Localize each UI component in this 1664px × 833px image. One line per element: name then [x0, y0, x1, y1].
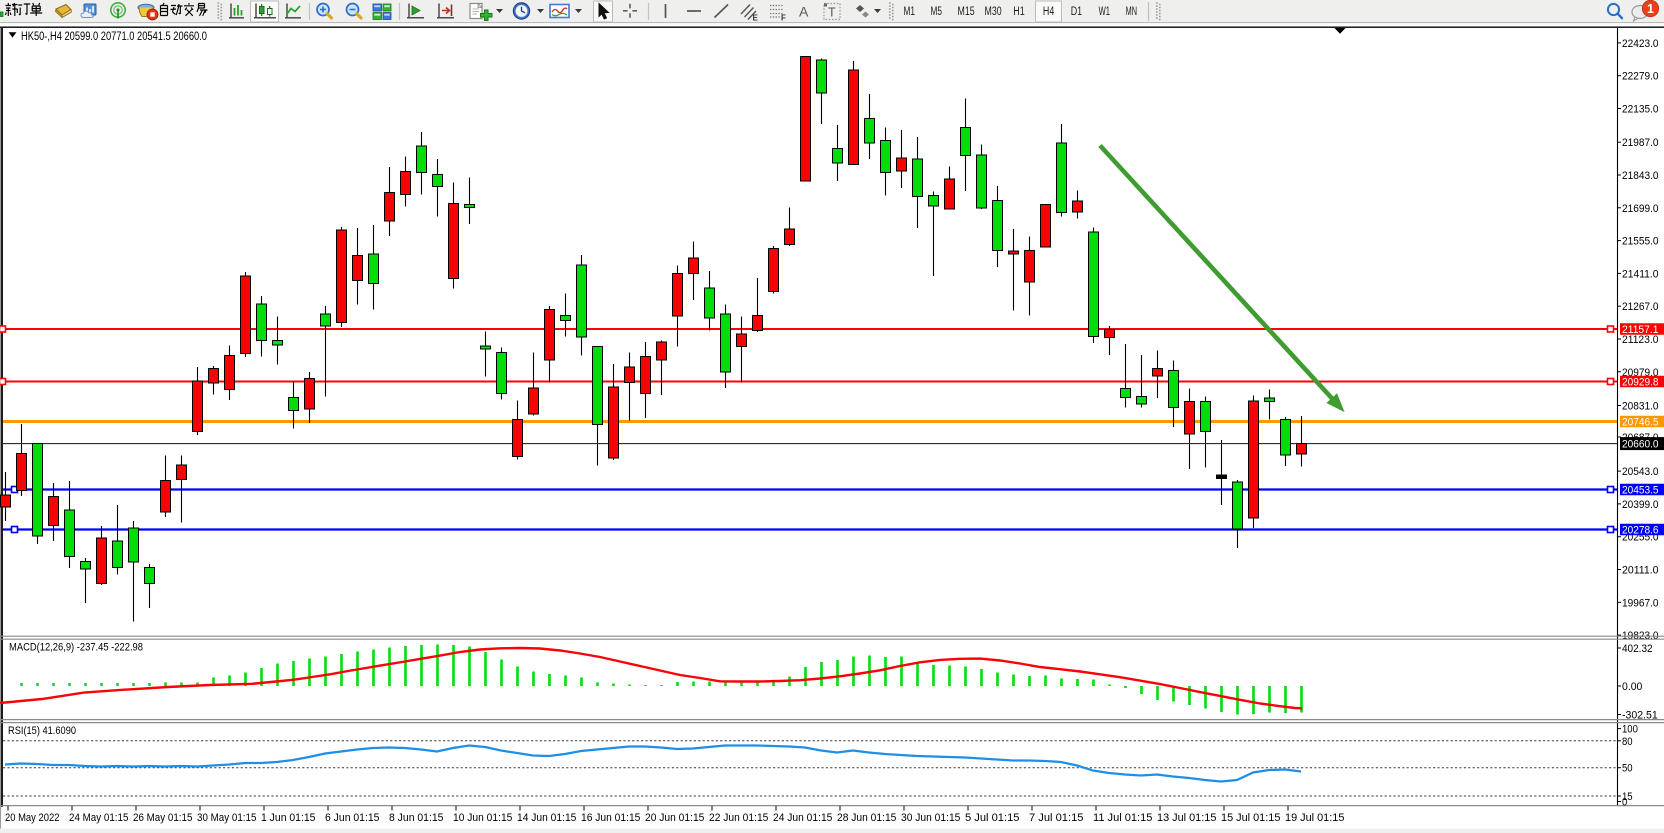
svg-text:24 Jun 01:15: 24 Jun 01:15 [773, 812, 832, 824]
svg-text:11 Jul 01:15: 11 Jul 01:15 [1093, 812, 1152, 824]
svg-text:20 Jun 01:15: 20 Jun 01:15 [645, 812, 704, 824]
svg-text:22135.0: 22135.0 [1622, 104, 1659, 116]
svg-text:M15: M15 [958, 6, 975, 18]
svg-text:50: 50 [1622, 763, 1633, 775]
svg-text:7 Jul 01:15: 7 Jul 01:15 [1029, 812, 1083, 824]
svg-text:H1: H1 [1013, 6, 1024, 18]
svg-text:H4: H4 [1043, 6, 1055, 18]
svg-text:0.00: 0.00 [1622, 681, 1642, 693]
svg-text:6 Jun 01:15: 6 Jun 01:15 [325, 812, 379, 824]
svg-text:20831.0: 20831.0 [1622, 401, 1659, 413]
svg-text:22423.0: 22423.0 [1622, 38, 1659, 50]
svg-text:E: E [753, 14, 759, 23]
svg-text:21987.0: 21987.0 [1622, 137, 1659, 149]
svg-text:1 Jun 01:15: 1 Jun 01:15 [261, 812, 315, 824]
svg-text:24 May 01:15: 24 May 01:15 [69, 812, 128, 824]
svg-text:21123.0: 21123.0 [1622, 334, 1659, 346]
svg-text:5 Jul 01:15: 5 Jul 01:15 [965, 812, 1019, 824]
svg-text:M1: M1 [904, 6, 915, 18]
svg-text:20660.0: 20660.0 [1622, 439, 1659, 451]
svg-text:19 Jul 01:15: 19 Jul 01:15 [1285, 812, 1344, 824]
svg-text:1: 1 [1647, 2, 1654, 16]
svg-text:26 May 01:15: 26 May 01:15 [133, 812, 192, 824]
svg-text:15 Jul 01:15: 15 Jul 01:15 [1221, 812, 1280, 824]
svg-text:20 May 2022: 20 May 2022 [5, 812, 59, 824]
svg-text:30 Jun 01:15: 30 Jun 01:15 [901, 812, 960, 824]
svg-text:21843.0: 21843.0 [1622, 170, 1659, 182]
svg-text:10 Jun 01:15: 10 Jun 01:15 [453, 812, 512, 824]
svg-text:21267.0: 21267.0 [1622, 301, 1659, 313]
svg-text:MN: MN [1126, 6, 1137, 18]
svg-text:0: 0 [1622, 797, 1627, 809]
svg-text:13 Jul 01:15: 13 Jul 01:15 [1157, 812, 1216, 824]
svg-text:D1: D1 [1071, 6, 1082, 18]
svg-text:20111.0: 20111.0 [1622, 565, 1659, 577]
svg-text:T: T [828, 6, 836, 20]
svg-text:HK50-,H4 20599.0 20771.0 2054: HK50-,H4 20599.0 20771.0 20541.5 20660.0 [21, 31, 207, 43]
svg-text:-302.51: -302.51 [1622, 710, 1658, 722]
svg-text:20746.5: 20746.5 [1622, 417, 1659, 429]
svg-text:28 Jun 01:15: 28 Jun 01:15 [837, 812, 896, 824]
svg-text:M5: M5 [931, 6, 942, 18]
svg-text:21411.0: 21411.0 [1622, 268, 1659, 280]
svg-text:20453.5: 20453.5 [1622, 485, 1659, 497]
svg-text:20278.6: 20278.6 [1622, 525, 1659, 537]
svg-text:19967.0: 19967.0 [1622, 597, 1659, 609]
svg-text:14 Jun 01:15: 14 Jun 01:15 [517, 812, 576, 824]
svg-text:M30: M30 [985, 6, 1002, 18]
svg-text:F: F [781, 14, 786, 23]
svg-text:W1: W1 [1099, 6, 1110, 18]
svg-text:21699.0: 21699.0 [1622, 203, 1659, 215]
svg-text:22279.0: 22279.0 [1622, 71, 1659, 83]
svg-text:22 Jun 01:15: 22 Jun 01:15 [709, 812, 768, 824]
svg-text:20543.0: 20543.0 [1622, 466, 1659, 478]
svg-text:16 Jun 01:15: 16 Jun 01:15 [581, 812, 640, 824]
svg-text:A: A [799, 4, 809, 20]
svg-text:8 Jun 01:15: 8 Jun 01:15 [389, 812, 443, 824]
svg-text:MACD(12,26,9) -237.45 -222.98: MACD(12,26,9) -237.45 -222.98 [9, 642, 143, 654]
svg-text:21555.0: 21555.0 [1622, 236, 1659, 248]
svg-text:30 May 01:15: 30 May 01:15 [197, 812, 256, 824]
svg-text:100: 100 [1622, 724, 1638, 736]
svg-text:21157.1: 21157.1 [1622, 324, 1659, 336]
svg-text:402.32: 402.32 [1622, 643, 1653, 655]
svg-text:15: 15 [1622, 791, 1633, 803]
svg-text:80: 80 [1622, 736, 1633, 748]
svg-text:20399.0: 20399.0 [1622, 499, 1659, 511]
svg-text:RSI(15) 41.6090: RSI(15) 41.6090 [8, 725, 76, 737]
svg-text:20929.8: 20929.8 [1622, 377, 1659, 389]
